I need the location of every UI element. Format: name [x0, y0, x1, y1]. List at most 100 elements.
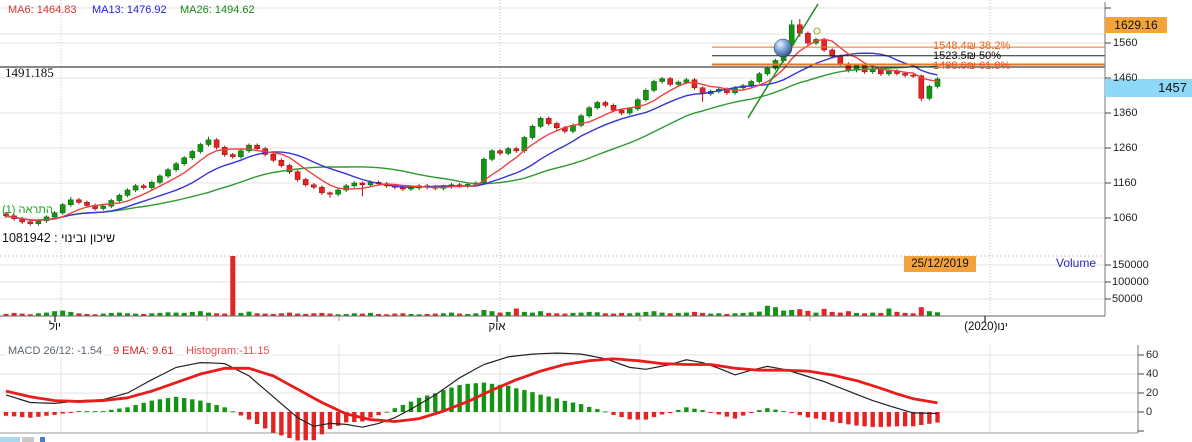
macd-histogram-bar	[84, 411, 90, 413]
candle	[27, 221, 34, 224]
volume-bars-layer	[3, 256, 940, 316]
candle	[100, 205, 106, 209]
volume-bar	[845, 311, 851, 316]
alert-annotation[interactable]: התראה (1)	[2, 204, 53, 216]
volume-bar	[708, 313, 714, 316]
macd-histogram-bar	[749, 412, 754, 413]
candle	[513, 148, 520, 152]
x-axis-label-oct: אוק	[488, 321, 506, 333]
macd-histogram-bar	[506, 385, 511, 412]
volume-bar	[902, 312, 908, 316]
volume-bar	[35, 313, 41, 316]
event-dot-marker[interactable]	[813, 27, 821, 35]
candle	[529, 126, 536, 138]
volume-bar	[764, 305, 770, 316]
candle	[408, 187, 414, 190]
volume-bar	[222, 313, 228, 316]
x-axis-label-jul: יול	[48, 321, 62, 333]
volume-bar	[473, 313, 479, 316]
volume-bar	[181, 312, 187, 316]
candle	[343, 185, 350, 191]
globe-marker-icon[interactable]	[773, 38, 793, 58]
macd-histogram-bar	[894, 412, 900, 427]
macd-histogram-bar	[619, 412, 624, 418]
volume-bar	[732, 313, 738, 316]
macd-histogram-bar	[344, 412, 349, 423]
volume-bar	[918, 307, 924, 316]
volume-bar	[125, 313, 130, 316]
volume-bar	[60, 310, 66, 316]
volume-panel-title: Volume	[1056, 256, 1097, 270]
security-name-label: שיכון ובינוי : 1081942	[2, 231, 116, 245]
macd-histogram-bar	[797, 412, 802, 416]
last-date-badge: 25/12/2019	[904, 256, 976, 272]
macd-histogram-bar	[643, 412, 649, 420]
candle	[270, 154, 277, 161]
macd-histogram-bar	[578, 404, 584, 412]
macd-histogram-bar	[716, 412, 721, 415]
volume-bar	[384, 314, 390, 316]
candle	[805, 32, 811, 44]
volume-bar	[926, 311, 932, 316]
macd-histogram-bar	[238, 412, 244, 416]
volume-bar	[206, 312, 211, 316]
macd-histogram-bar	[425, 395, 430, 412]
volume-bar	[11, 312, 17, 316]
candle	[132, 185, 139, 191]
macd-histogram-bar	[149, 400, 154, 412]
candle	[359, 182, 366, 186]
volume-bar	[400, 313, 406, 316]
macd-histogram-bar	[287, 412, 292, 438]
volume-bar	[611, 313, 616, 316]
macd-histogram-bar	[862, 412, 867, 427]
volume-bar	[197, 311, 203, 316]
volume-bar	[805, 310, 811, 316]
scrollbar-fragment[interactable]	[0, 437, 45, 442]
macd-histogram-bar	[214, 405, 219, 412]
macd-value-label: MACD 26/12: -1.54	[6, 345, 105, 357]
volume-bar	[651, 311, 657, 316]
candle	[286, 165, 293, 173]
volume-bar	[424, 314, 430, 316]
macd-histogram-bar	[846, 412, 851, 425]
ma26-line	[5, 65, 938, 221]
volume-bar	[870, 312, 876, 316]
volume-bar	[513, 308, 519, 316]
macd-histogram-bar	[765, 408, 770, 412]
price-axis-tick: 1060	[1113, 212, 1138, 224]
macd-signal-line	[5, 357, 938, 423]
macd-histogram-bar	[611, 412, 616, 415]
volume-bar	[724, 314, 730, 316]
volume-bar	[740, 312, 746, 316]
candle	[675, 81, 682, 85]
macd-histogram-bar	[457, 385, 462, 412]
trendline[interactable]	[747, 3, 819, 119]
macd-histogram-bar	[384, 411, 389, 413]
candle	[68, 199, 74, 206]
macd-histogram-bar	[279, 412, 284, 436]
macd-histogram-bar	[433, 393, 438, 412]
volume-bar	[465, 314, 471, 316]
macd-histogram-bar	[36, 412, 41, 417]
volume-bar	[189, 311, 195, 316]
candle	[84, 202, 90, 206]
volume-bar	[700, 312, 706, 316]
volume-bar	[359, 313, 365, 316]
candle	[545, 118, 552, 124]
macd-histogram-bar	[659, 412, 665, 415]
candle	[481, 158, 487, 184]
macd-histogram-bar	[125, 407, 130, 413]
macd-histogram-bar	[303, 412, 308, 441]
candle	[489, 150, 495, 160]
macd-histogram-bar	[408, 401, 414, 412]
volume-bar	[481, 309, 487, 316]
candle	[926, 86, 933, 99]
candle	[837, 55, 844, 65]
candle	[116, 195, 123, 201]
macd-histogram-bar	[886, 412, 892, 427]
macd-histogram-bar	[263, 412, 268, 429]
volume-bar	[489, 311, 495, 316]
volume-bar	[27, 314, 33, 316]
macd-histogram-bar	[708, 412, 713, 413]
